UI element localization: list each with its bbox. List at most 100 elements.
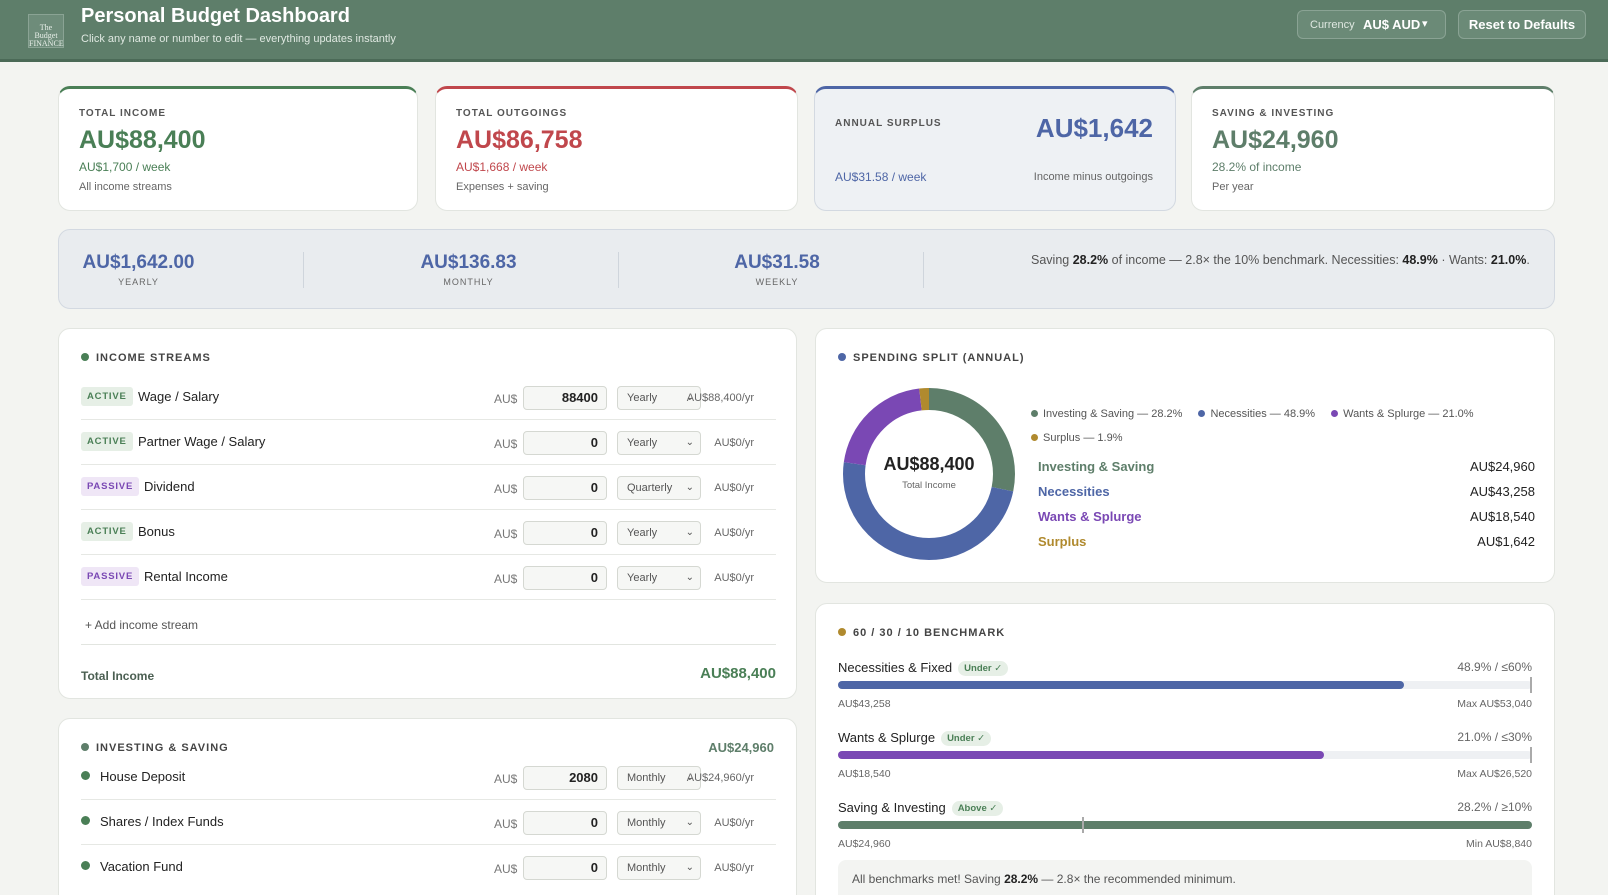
benchmark-name: Necessities & Fixed (838, 660, 953, 675)
benchmark-limit: Max AU$53,040 (1457, 698, 1532, 710)
divider (618, 252, 619, 288)
investing-row: Shares / Index Funds AU$ 0 Monthly ⌄ AU$0… (81, 800, 776, 845)
income-name[interactable]: Bonus (138, 524, 175, 539)
divider (303, 252, 304, 288)
benchmark-ratio: 28.2% / ≥10% (1457, 800, 1532, 814)
income-name[interactable]: Dividend (144, 479, 195, 494)
legend-dot-icon (1031, 434, 1038, 441)
amount-input[interactable]: 0 (523, 431, 607, 455)
frequency-select[interactable]: Yearly ⌄ (617, 386, 701, 410)
app-subtitle: Click any name or number to edit — every… (81, 33, 396, 45)
progress-track (838, 817, 1532, 833)
chevron-down-icon: ⌄ (685, 572, 694, 583)
investing-name[interactable]: House Deposit (100, 769, 186, 784)
currency-prefix: AU$ (494, 817, 518, 831)
income-name[interactable]: Rental Income (144, 569, 228, 584)
income-streams-panel: INCOME STREAMS ACTIVE Wage / Salary AU$ … (58, 328, 797, 699)
card-value[interactable]: AU$24,960 (1212, 126, 1339, 154)
amount-input[interactable]: 0 (523, 521, 607, 545)
investing-name[interactable]: Shares / Index Funds (100, 814, 224, 829)
frequency-select[interactable]: Monthly ⌄ (617, 766, 701, 790)
amount-input[interactable]: 0 (523, 856, 607, 880)
legend-item: Surplus — 1.9% (1031, 432, 1122, 444)
threshold-marker (1082, 817, 1085, 833)
chevron-down-icon: ⌄ (685, 527, 694, 538)
amount-input[interactable]: 0 (523, 811, 607, 835)
benchmark-limit: Min AU$8,840 (1466, 838, 1532, 850)
app-title: Personal Budget Dashboard (81, 5, 350, 27)
legend-item: Necessities — 48.9% (1198, 408, 1315, 420)
spending-section-title: SPENDING SPLIT (ANNUAL) (838, 352, 1025, 364)
type-badge: PASSIVE (81, 567, 140, 586)
status-badge: Above ✓ (951, 801, 1004, 816)
benchmark-section-title: 60 / 30 / 10 BENCHMARK (838, 627, 1005, 639)
split-row-wants: Wants & Splurge AU$18,540 (1038, 509, 1535, 524)
benchmark-amount: AU$43,258 (838, 698, 891, 710)
income-name[interactable]: Wage / Salary (138, 389, 220, 404)
surplus-monthly-label: MONTHLY (443, 277, 494, 287)
currency-prefix: AU$ (494, 437, 518, 451)
bullet-dot-icon (81, 771, 90, 780)
amount-input[interactable]: 2080 (523, 766, 607, 790)
frequency-select[interactable]: Monthly ⌄ (617, 856, 701, 880)
card-value[interactable]: AU$88,400 (79, 126, 206, 154)
frequency-select[interactable]: Yearly ⌄ (617, 431, 701, 455)
type-badge: ACTIVE (81, 432, 133, 451)
split-row-surplus: Surplus AU$1,642 (1038, 534, 1535, 549)
card-value[interactable]: AU$86,758 (456, 126, 583, 154)
divider (923, 252, 924, 288)
currency-prefix: AU$ (494, 772, 518, 786)
per-year-value: AU$0/yr (714, 572, 754, 584)
per-year-value: AU$24,960/yr (686, 772, 754, 784)
legend-dot-icon (1031, 410, 1038, 417)
split-row-necessities: Necessities AU$43,258 (1038, 484, 1535, 499)
amount-input[interactable]: 88400 (523, 386, 607, 410)
chevron-down-icon: ⌄ (685, 817, 694, 828)
benchmark-amount: AU$18,540 (838, 768, 891, 780)
surplus-yearly-value: AU$1,642.00 (82, 252, 195, 273)
section-dot-icon (81, 353, 89, 361)
app-logo: The Budget FINANCE (28, 14, 64, 48)
chart-legend: Investing & Saving — 28.2% Necessities —… (1031, 402, 1511, 450)
frequency-select[interactable]: Monthly ⌄ (617, 811, 701, 835)
total-income-card: TOTAL INCOME AU$88,400 AU$1,700 / week A… (58, 86, 418, 211)
legend-dot-icon (1198, 410, 1206, 417)
progress-track (838, 747, 1532, 763)
currency-prefix: AU$ (494, 482, 518, 496)
income-row: ACTIVE Partner Wage / Salary AU$ 0 Yearl… (81, 420, 776, 465)
saving-investing-card: SAVING & INVESTING AU$24,960 28.2% of in… (1191, 86, 1555, 211)
surplus-summary: Saving 28.2% of income — 2.8× the 10% be… (1031, 253, 1530, 267)
card-value[interactable]: AU$1,642 (1035, 113, 1153, 143)
benchmark-panel: 60 / 30 / 10 BENCHMARK Necessities & Fix… (815, 603, 1555, 895)
card-note: Income minus outgoings (1033, 171, 1153, 183)
amount-input[interactable]: 0 (523, 566, 607, 590)
chevron-down-icon: ⌄ (685, 437, 694, 448)
type-badge: ACTIVE (81, 522, 133, 541)
income-name[interactable]: Partner Wage / Salary (138, 434, 266, 449)
type-badge: ACTIVE (81, 387, 133, 406)
threshold-marker (1530, 677, 1532, 693)
investing-saving-panel: INVESTING & SAVING AU$24,960 House Depos… (58, 718, 797, 895)
frequency-select[interactable]: Yearly ⌄ (617, 521, 701, 545)
frequency-select[interactable]: Yearly ⌄ (617, 566, 701, 590)
chevron-down-icon: ▾ (1422, 18, 1428, 30)
investing-name[interactable]: Vacation Fund (100, 859, 183, 874)
benchmark-name: Saving & Investing (838, 800, 946, 815)
amount-input[interactable]: 0 (523, 476, 607, 500)
frequency-select[interactable]: Quarterly ⌄ (617, 476, 701, 500)
income-row: PASSIVE Rental Income AU$ 0 Yearly ⌄ AU$0… (81, 555, 776, 600)
reset-defaults-button[interactable]: Reset to Defaults (1458, 10, 1586, 39)
surplus-weekly-label: WEEKLY (755, 277, 799, 287)
add-income-stream-link[interactable]: + Add income stream (85, 618, 199, 632)
card-note: All income streams (79, 181, 172, 193)
benchmark-name: Wants & Splurge (838, 730, 936, 745)
donut-slice-surplus (843, 388, 1015, 560)
total-income-row: Total Income AU$88,400 (81, 644, 776, 683)
progress-fill (838, 681, 1404, 689)
income-row: PASSIVE Dividend AU$ 0 Quarterly ⌄ AU$0/y… (81, 465, 776, 510)
investing-section-title: INVESTING & SAVING (81, 742, 229, 754)
chevron-down-icon: ⌄ (685, 482, 694, 493)
currency-select[interactable]: Currency AU$ AUD ▾ (1297, 10, 1446, 39)
card-label: SAVING & INVESTING (1212, 108, 1335, 119)
donut-center-label: Total Income (902, 480, 956, 491)
